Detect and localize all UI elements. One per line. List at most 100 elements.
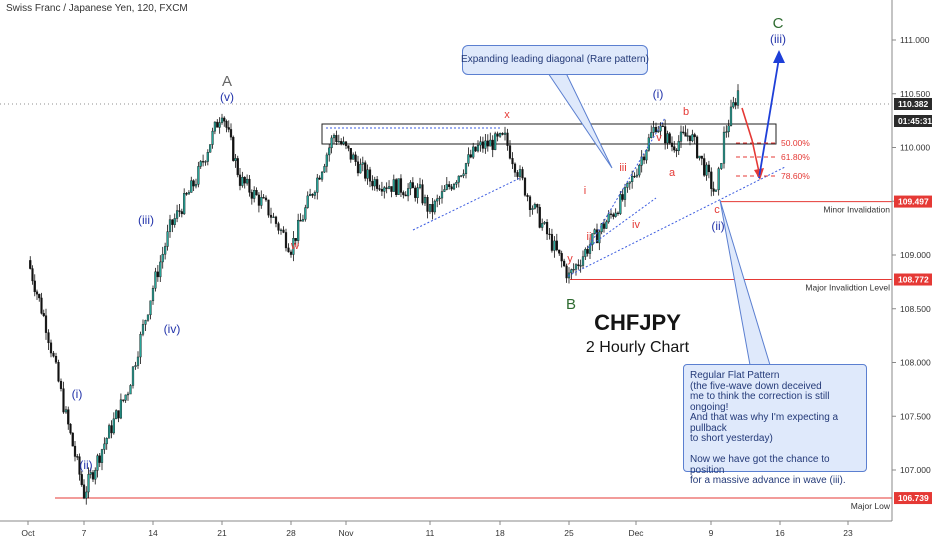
candle: [679, 125, 683, 148]
candle: [677, 135, 680, 155]
candle: [498, 132, 502, 138]
candle: [31, 265, 34, 285]
candle: [734, 98, 737, 110]
diagonal-lower: [567, 166, 786, 277]
time-tick-label: 9: [709, 528, 714, 538]
candle: [577, 259, 580, 270]
candle: [175, 204, 179, 223]
candle: [705, 162, 708, 181]
candle: [536, 203, 539, 214]
candle: [225, 119, 228, 133]
countdown-tag-text: 01:45:31: [898, 116, 932, 126]
candle: [652, 120, 655, 137]
candle: [570, 268, 573, 280]
candle: [675, 148, 678, 158]
candle: [623, 183, 627, 207]
candle: [574, 263, 578, 276]
candle: [194, 178, 198, 189]
candle: [267, 199, 270, 218]
candle: [450, 184, 453, 191]
candle: [316, 173, 319, 200]
wave-label-red: a: [669, 167, 676, 179]
candle: [476, 140, 480, 153]
candle: [661, 122, 664, 128]
candle: [250, 189, 253, 205]
candle: [234, 154, 237, 168]
candle: [654, 122, 658, 134]
candle: [299, 213, 302, 222]
candle: [395, 178, 398, 198]
candle: [526, 193, 529, 202]
candle: [443, 184, 446, 192]
time-tick-label: 28: [286, 528, 296, 538]
candle: [248, 174, 251, 197]
candle: [129, 384, 132, 395]
candle: [602, 219, 606, 233]
candle: [289, 249, 293, 258]
level-price-tag: [894, 195, 932, 208]
candle: [76, 454, 79, 461]
candle: [397, 178, 400, 195]
candle: [511, 152, 514, 169]
candle: [107, 423, 111, 439]
candle: [688, 135, 692, 146]
candle: [78, 453, 81, 481]
candle: [201, 154, 205, 167]
candle: [469, 149, 472, 159]
candle: [91, 470, 95, 482]
time-tick-label: 18: [495, 528, 505, 538]
candle: [342, 136, 345, 146]
candle: [80, 471, 83, 487]
current-price-tag-text: 110.382: [898, 99, 929, 109]
candle: [197, 161, 200, 188]
candle: [581, 250, 585, 269]
candle: [332, 133, 336, 144]
candle: [467, 147, 470, 167]
candle: [304, 204, 307, 222]
candle: [131, 366, 135, 389]
candle: [693, 132, 696, 144]
wave-label-blue: (ii): [711, 219, 724, 233]
wave-label-red: ii: [587, 231, 592, 243]
candle: [371, 175, 374, 191]
candle: [668, 131, 671, 145]
candle: [115, 409, 118, 420]
candle: [565, 263, 568, 283]
candle: [178, 203, 181, 217]
candle: [29, 256, 32, 270]
candle: [411, 177, 414, 189]
candle: [105, 437, 108, 450]
candle: [445, 177, 448, 191]
candle: [686, 128, 689, 142]
candle: [431, 198, 434, 220]
candle: [528, 195, 532, 217]
candle: [204, 160, 207, 166]
candle: [484, 134, 487, 154]
wave-label-A: A: [222, 73, 232, 90]
candle: [57, 359, 60, 383]
candle: [558, 249, 561, 256]
candle: [190, 176, 193, 193]
time-tick-label: Oct: [21, 528, 35, 538]
flat-pattern-callout: Regular Flat Pattern (the five-wave down…: [683, 364, 867, 486]
candle: [518, 165, 522, 181]
candle: [100, 448, 104, 471]
candle: [416, 183, 419, 204]
candle: [513, 162, 517, 178]
candle: [640, 150, 643, 173]
candle: [421, 179, 424, 206]
candle: [306, 191, 309, 209]
candle: [700, 155, 703, 166]
candle: [563, 258, 566, 268]
candle: [673, 140, 676, 153]
candle: [187, 190, 191, 195]
candle: [503, 126, 507, 141]
candle: [628, 181, 631, 190]
candle: [82, 479, 86, 500]
candle: [399, 174, 403, 198]
candle: [62, 381, 65, 414]
candle: [612, 212, 615, 220]
candle: [227, 120, 230, 133]
